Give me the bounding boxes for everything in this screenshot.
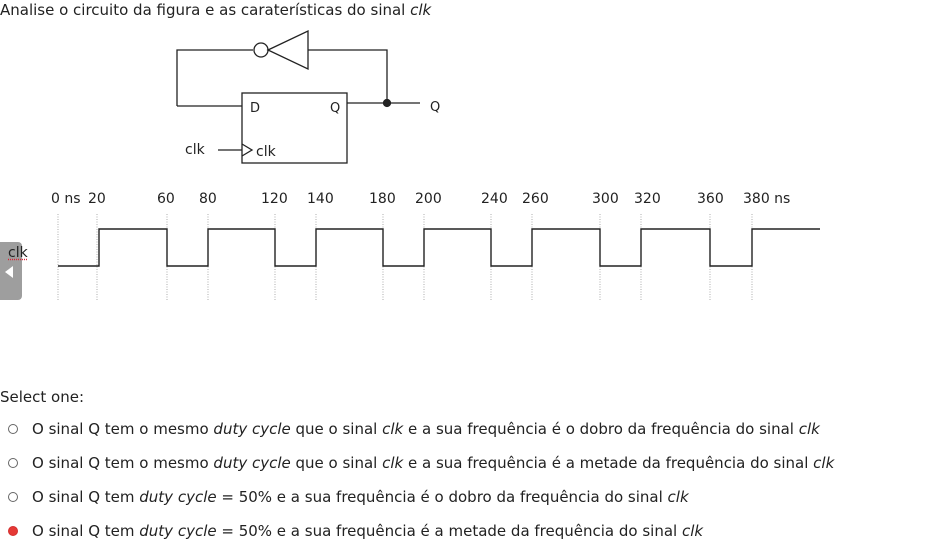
clk-waveform: [58, 229, 820, 266]
time-label: 20: [88, 191, 106, 207]
clk-signal-label: clk: [8, 245, 28, 261]
time-label: 200: [415, 191, 442, 207]
answer-option-3[interactable]: O sinal Q tem duty cycle = 50% e a sua f…: [8, 480, 834, 514]
radio-button[interactable]: [8, 526, 18, 536]
answer-option-1[interactable]: O sinal Q tem o mesmo duty cycle que o s…: [8, 412, 834, 446]
answer-options: O sinal Q tem o mesmo duty cycle que o s…: [8, 412, 834, 548]
answer-option-label: O sinal Q tem o mesmo duty cycle que o s…: [32, 420, 820, 438]
answer-option-label: O sinal Q tem o mesmo duty cycle que o s…: [32, 454, 834, 472]
d-label: D: [250, 101, 260, 116]
clk-port-label: clk: [256, 144, 277, 160]
time-label: 360: [697, 191, 724, 207]
time-label: 0 ns: [51, 191, 81, 207]
time-label: 380 ns: [743, 191, 790, 207]
time-label: 60: [157, 191, 175, 207]
time-axis-labels: 0 ns 20 60 80 120 140 180 200 240 260 300 320 360 380…: [51, 191, 790, 207]
inverter-bubble: [254, 43, 268, 57]
timing-grid: [58, 214, 752, 300]
chevron-left-icon: [5, 266, 13, 278]
radio-button[interactable]: [8, 424, 18, 434]
time-label: 140: [307, 191, 334, 207]
circuit-diagram: [177, 31, 420, 163]
q-label: Q: [330, 101, 340, 116]
time-label: 240: [481, 191, 508, 207]
radio-button[interactable]: [8, 458, 18, 468]
junction-dot: [384, 100, 391, 107]
select-one-label: Select one:: [0, 388, 84, 406]
answer-option-label: O sinal Q tem duty cycle = 50% e a sua f…: [32, 488, 689, 506]
time-label: 320: [634, 191, 661, 207]
output-q-label: Q: [430, 100, 440, 115]
time-label: 120: [261, 191, 288, 207]
answer-option-4[interactable]: O sinal Q tem duty cycle = 50% e a sua f…: [8, 514, 834, 548]
radio-button[interactable]: [8, 492, 18, 502]
time-label: 180: [369, 191, 396, 207]
clk-input-label: clk: [185, 142, 206, 158]
time-label: 260: [522, 191, 549, 207]
answer-option-2[interactable]: O sinal Q tem o mesmo duty cycle que o s…: [8, 446, 834, 480]
inverter-triangle: [268, 31, 308, 69]
time-label: 300: [592, 191, 619, 207]
time-label: 80: [199, 191, 217, 207]
answer-option-label: O sinal Q tem duty cycle = 50% e a sua f…: [32, 522, 703, 540]
